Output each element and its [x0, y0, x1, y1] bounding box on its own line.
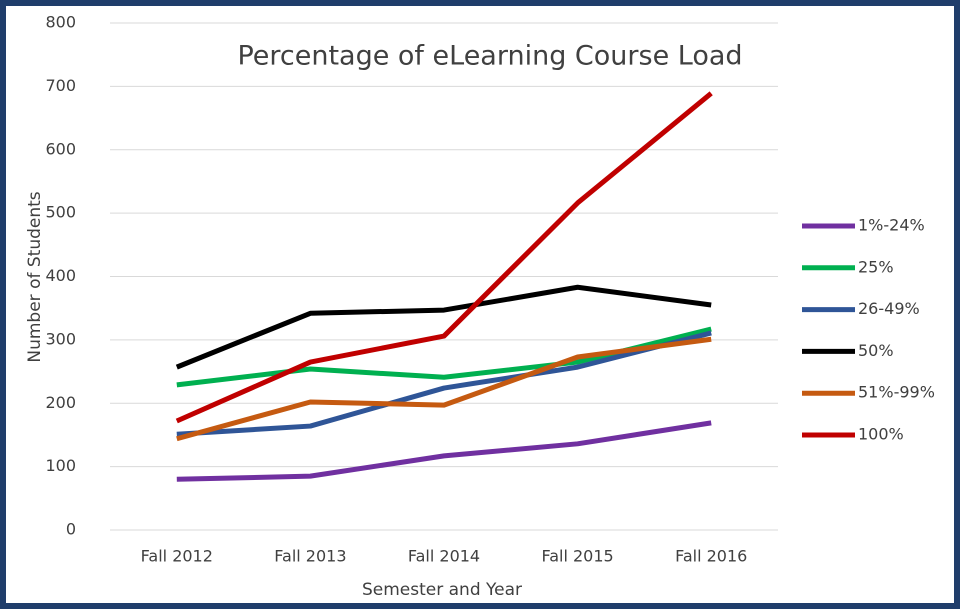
line-series [176, 330, 712, 437]
x-tick-label: Fall 2012 [141, 547, 213, 566]
chart-title: Percentage of eLearning Course Load [237, 41, 742, 72]
y-tick-label: 300 [45, 329, 76, 348]
line-series [175, 91, 713, 424]
y-tick-label: 400 [45, 266, 76, 285]
y-tick-label: 200 [45, 393, 76, 412]
x-tick-label: Fall 2014 [408, 547, 480, 566]
x-tick-label: Fall 2013 [274, 547, 346, 566]
line-series [176, 336, 712, 442]
legend-label: 25% [858, 257, 894, 276]
legend-label: 51%-99% [858, 383, 935, 402]
y-tick-label: 100 [45, 456, 76, 475]
line-series [176, 420, 712, 482]
y-axis-label: Number of Students [25, 191, 45, 362]
y-tick-label: 800 [45, 13, 76, 32]
legend-label: 1%-24% [858, 216, 925, 235]
line-series [175, 284, 712, 370]
x-tick-label: Fall 2015 [541, 547, 613, 566]
legend-label: 100% [858, 425, 904, 444]
y-tick-label: 0 [66, 520, 76, 539]
y-tick-label: 600 [45, 139, 76, 158]
y-tick-label: 700 [45, 76, 76, 95]
x-tick-label: Fall 2016 [675, 547, 747, 566]
x-axis-label: Semester and Year [362, 580, 522, 600]
legend-label: 50% [858, 341, 894, 360]
y-tick-label: 500 [45, 203, 76, 222]
legend-label: 26-49% [858, 299, 920, 318]
